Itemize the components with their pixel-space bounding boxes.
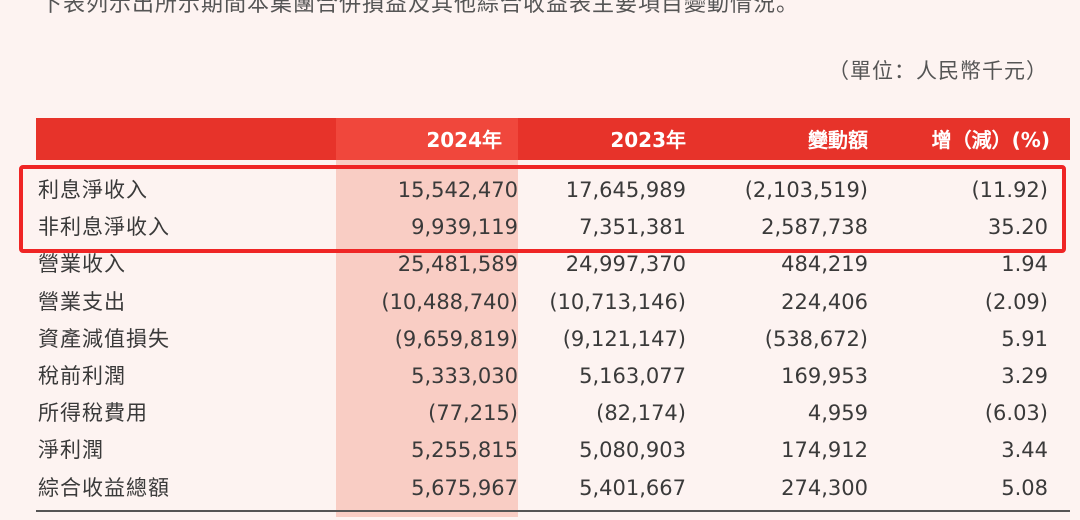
cell-label: 利息淨收入 bbox=[38, 178, 148, 202]
table-row: 綜合收益總額 5,675,967 5,401,667 274,300 5.08 bbox=[36, 470, 1070, 507]
cell-label: 稅前利潤 bbox=[38, 363, 126, 388]
cell-change: 2,587,738 bbox=[761, 215, 868, 240]
cell-y2024: (10,488,740) bbox=[381, 289, 518, 314]
header-2023: 2023年 bbox=[610, 128, 686, 152]
column-2024-highlight bbox=[336, 157, 518, 517]
annotation-box bbox=[19, 165, 1066, 253]
bottom-rule bbox=[36, 510, 1070, 512]
cell-change: 484,219 bbox=[781, 252, 868, 277]
cell-change: 4,959 bbox=[807, 401, 868, 426]
cell-label: 資產減值損失 bbox=[38, 326, 170, 351]
header-pct: 增（減）(%) bbox=[931, 128, 1050, 152]
table-row: 營業收入 25,481,589 24,997,370 484,219 1.94 bbox=[36, 246, 1070, 283]
cell-label: 營業支出 bbox=[38, 289, 126, 314]
cell-change: (538,672) bbox=[764, 326, 868, 351]
cell-pct: 3.29 bbox=[1001, 363, 1048, 388]
cell-y2023: 5,163,077 bbox=[579, 363, 686, 388]
table-row: 所得稅費用 (77,215) (82,174) 4,959 (6.03) bbox=[36, 395, 1070, 432]
cell-y2024: 15,542,470 bbox=[397, 178, 518, 202]
unit-label: （單位：人民幣千元） bbox=[828, 59, 1048, 83]
table-row: 淨利潤 5,255,815 5,080,903 174,912 3.44 bbox=[36, 432, 1070, 469]
cell-pct: (6.03) bbox=[984, 401, 1048, 426]
cell-y2023: (82,174) bbox=[596, 401, 686, 426]
cell-label: 所得稅費用 bbox=[38, 401, 148, 426]
cell-y2023: 5,080,903 bbox=[579, 438, 686, 463]
cell-pct: 1.94 bbox=[1001, 252, 1048, 277]
cell-label: 營業收入 bbox=[38, 252, 126, 277]
cell-label: 非利息淨收入 bbox=[38, 215, 170, 240]
table-header: 2024年 2023年 變動額 增（減）(%) bbox=[36, 118, 1070, 160]
cell-change: 274,300 bbox=[781, 475, 868, 500]
cell-y2023: (10,713,146) bbox=[549, 289, 686, 314]
cell-pct: 35.20 bbox=[987, 215, 1048, 240]
table-row: 營業支出 (10,488,740) (10,713,146) 224,406 (2.09… bbox=[36, 284, 1070, 321]
cell-pct: (2.09) bbox=[984, 289, 1048, 314]
cell-y2023: 5,401,667 bbox=[579, 475, 686, 500]
cell-pct: 5.91 bbox=[1001, 326, 1048, 351]
cell-label: 綜合收益總額 bbox=[38, 475, 170, 500]
header-change: 變動額 bbox=[808, 128, 868, 152]
intro-text: 下表列示出所示期間本集團合併損益及其他綜合收益表主要項目變動情況。 bbox=[40, 0, 800, 17]
cell-pct: 3.44 bbox=[1001, 438, 1048, 463]
cell-y2024: (77,215) bbox=[428, 401, 518, 426]
cell-label: 淨利潤 bbox=[38, 438, 104, 463]
cell-y2024: 25,481,589 bbox=[397, 252, 518, 277]
cell-y2024: (9,659,819) bbox=[394, 326, 518, 351]
cell-y2024: 5,675,967 bbox=[411, 475, 518, 500]
cell-change: 174,912 bbox=[781, 438, 868, 463]
table-row: 資產減值損失 (9,659,819) (9,121,147) (538,672) 5.9… bbox=[36, 321, 1070, 358]
header-2024: 2024年 bbox=[336, 118, 518, 160]
table-row: 利息淨收入 15,542,470 17,645,989 (2,103,519) (11.… bbox=[36, 172, 1070, 209]
cell-y2023: (9,121,147) bbox=[562, 326, 686, 351]
table-row: 非利息淨收入 9,939,119 7,351,381 2,587,738 35.20 bbox=[36, 209, 1070, 246]
cell-y2023: 24,997,370 bbox=[565, 252, 686, 277]
cell-y2023: 17,645,989 bbox=[565, 178, 686, 202]
cell-pct: 5.08 bbox=[1001, 475, 1048, 500]
cell-y2024: 5,255,815 bbox=[411, 438, 518, 463]
cell-change: 224,406 bbox=[781, 289, 868, 314]
cell-change: (2,103,519) bbox=[744, 178, 868, 202]
cell-y2023: 7,351,381 bbox=[579, 215, 686, 240]
table-row: 稅前利潤 5,333,030 5,163,077 169,953 3.29 bbox=[36, 358, 1070, 395]
cell-change: 169,953 bbox=[781, 363, 868, 388]
cell-y2024: 9,939,119 bbox=[411, 215, 518, 240]
cell-y2024: 5,333,030 bbox=[411, 363, 518, 388]
cell-pct: (11.92) bbox=[971, 178, 1048, 202]
table-body: 利息淨收入 15,542,470 17,645,989 (2,103,519) (11.… bbox=[36, 172, 1070, 507]
